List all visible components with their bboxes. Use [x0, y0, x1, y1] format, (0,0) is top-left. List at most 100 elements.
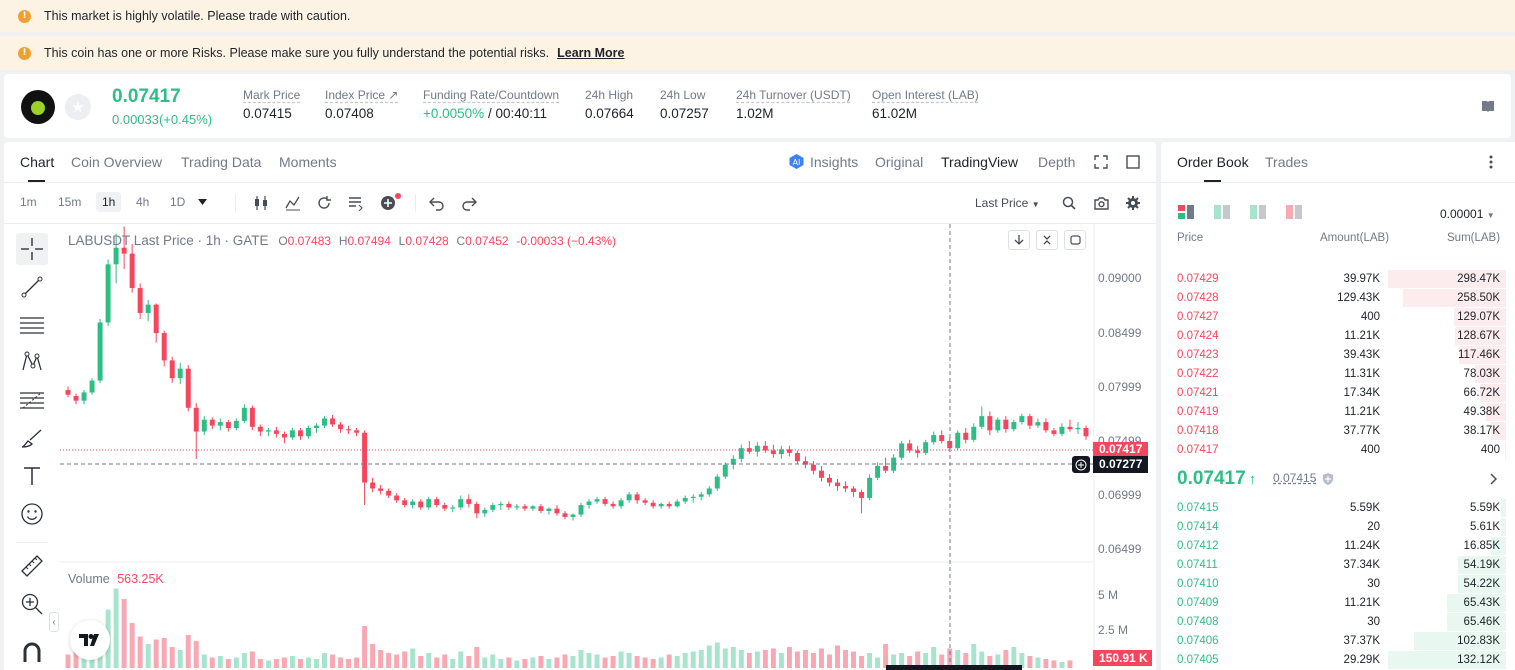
timeframe-15m[interactable]: 15m — [58, 195, 82, 209]
undo-icon[interactable] — [429, 195, 445, 211]
horizontal-lines-tool[interactable] — [16, 308, 48, 340]
view-bids-alt-icon[interactable] — [1250, 205, 1266, 219]
chevron-down-icon[interactable] — [198, 199, 207, 205]
ask-row[interactable]: 0.07418 37.77K 38.17K — [1161, 422, 1506, 441]
ask-row[interactable]: 0.07427 400 129.07K — [1161, 308, 1506, 327]
collapse-toolbar-button[interactable]: ‹ — [49, 612, 59, 632]
stat-mark-price[interactable]: Mark Price 0.07415 — [243, 88, 300, 121]
ask-row[interactable]: 0.07429 39.97K 298.47K — [1161, 270, 1506, 289]
view-depth[interactable]: Depth — [1038, 154, 1075, 170]
bid-row[interactable]: 0.07408 30 65.46K — [1161, 613, 1506, 632]
tab-moments[interactable]: Moments — [279, 154, 337, 170]
volume-bar — [289, 656, 295, 668]
view-both-icon[interactable] — [1178, 205, 1194, 219]
depth-bar — [1491, 422, 1506, 440]
timeframe-4h[interactable]: 4h — [136, 195, 150, 209]
magnet-tool[interactable] — [16, 636, 48, 668]
settings-gear-icon[interactable] — [1126, 196, 1140, 210]
trendline-tool[interactable] — [16, 271, 48, 303]
search-icon[interactable] — [1062, 196, 1076, 210]
ask-row[interactable]: 0.07422 11.31K 78.03K — [1161, 365, 1506, 384]
order-amount: 11.31K — [1344, 368, 1380, 380]
candlestick-chart[interactable] — [60, 224, 1156, 670]
pattern-tool[interactable] — [16, 346, 48, 378]
view-label: Original — [875, 154, 924, 170]
order-sum: 54.22K — [1463, 578, 1500, 590]
brush-tool[interactable] — [16, 422, 48, 454]
candle-body — [482, 509, 488, 514]
bid-row[interactable]: 0.07412 11.24K 16.85K — [1161, 537, 1506, 556]
templates-icon[interactable] — [347, 195, 363, 211]
indicators-icon[interactable] — [285, 195, 301, 211]
favorite-star-icon[interactable]: ★ — [65, 94, 91, 120]
stat-index-price[interactable]: Index Price ↗ 0.07408 — [325, 88, 398, 121]
price-type-select[interactable]: Last Price ▼ — [975, 196, 1040, 210]
tab-order-book[interactable]: Order Book — [1177, 154, 1249, 170]
refresh-icon[interactable] — [316, 195, 332, 211]
fib-tool[interactable] — [16, 384, 48, 416]
tab-chart[interactable]: Chart — [20, 154, 54, 170]
volume-bar — [378, 650, 384, 668]
bid-row[interactable]: 0.07411 37.34K 54.19K — [1161, 556, 1506, 575]
view-bids-icon[interactable] — [1214, 205, 1230, 219]
ask-row[interactable]: 0.07424 11.21K 128.67K — [1161, 327, 1506, 346]
fullscreen-button[interactable] — [1064, 230, 1086, 250]
bid-row[interactable]: 0.07410 30 54.22K — [1161, 575, 1506, 594]
chevron-right-icon[interactable] — [1490, 473, 1497, 485]
ask-row[interactable]: 0.07419 11.21K 49.38K — [1161, 403, 1506, 422]
emoji-tool[interactable] — [16, 498, 48, 530]
collapse-button[interactable] — [1036, 230, 1058, 250]
candle-body — [859, 492, 865, 498]
learn-more-link[interactable]: Learn More — [557, 46, 625, 60]
text-tool[interactable] — [16, 460, 48, 492]
view-insights[interactable]: Insights — [810, 154, 858, 170]
add-indicator-icon[interactable] — [380, 192, 404, 212]
volume-bar — [1011, 647, 1017, 668]
order-sum: 54.19K — [1463, 559, 1500, 571]
camera-icon[interactable] — [1094, 196, 1109, 210]
timeframe-1d[interactable]: 1D — [170, 195, 186, 209]
expand-icon[interactable] — [1094, 155, 1108, 169]
volume-value: 563.25K — [117, 572, 164, 586]
view-asks-icon[interactable] — [1286, 205, 1302, 219]
view-original[interactable]: Original — [875, 154, 923, 170]
mid-price[interactable]: 0.07417 ↑ — [1177, 468, 1256, 490]
bid-row[interactable]: 0.07406 37.37K 102.83K — [1161, 632, 1506, 651]
ask-row[interactable]: 0.07421 17.34K 66.72K — [1161, 384, 1506, 403]
bid-row[interactable]: 0.07414 20 5.61K — [1161, 518, 1506, 537]
precision-select[interactable]: 0.00001 ▼ — [1440, 207, 1495, 221]
volume-bar — [1003, 650, 1009, 668]
volume-bar — [770, 648, 776, 668]
ask-row[interactable]: 0.07423 39.43K 117.46K — [1161, 346, 1506, 365]
candle-body — [802, 461, 808, 465]
book-icon[interactable] — [1480, 98, 1496, 114]
volume-bar — [674, 656, 680, 668]
arrow-down-button[interactable] — [1008, 230, 1030, 250]
timeframe-1h[interactable]: 1h — [96, 192, 122, 212]
volume-bar — [217, 656, 223, 668]
crosshair-tool[interactable] — [16, 233, 48, 265]
tab-trading-data[interactable]: Trading Data — [181, 154, 261, 170]
bid-row[interactable]: 0.07409 11.21K 65.43K — [1161, 594, 1506, 613]
tab-coin-overview[interactable]: Coin Overview — [71, 154, 162, 170]
tradingview-logo[interactable] — [70, 620, 110, 660]
candles-icon[interactable] — [253, 195, 269, 211]
bid-row[interactable]: 0.07405 29.29K 132.12K — [1161, 651, 1506, 670]
zoom-tool[interactable] — [16, 588, 48, 620]
redo-icon[interactable] — [461, 195, 477, 211]
bid-row[interactable]: 0.07415 5.59K 5.59K — [1161, 499, 1506, 518]
ruler-tool[interactable] — [16, 550, 48, 582]
ask-row[interactable]: 0.07428 129.43K 258.50K — [1161, 289, 1506, 308]
candle-body — [1003, 419, 1009, 430]
ask-row[interactable]: 0.07417 400 400 — [1161, 441, 1506, 460]
add-alert-button[interactable] — [1072, 456, 1090, 473]
tab-trades[interactable]: Trades — [1265, 154, 1309, 170]
timeframe-1m[interactable]: 1m — [20, 195, 37, 209]
stat-open-interest[interactable]: Open Interest (LAB) 61.02M — [872, 88, 979, 121]
stat-funding-rate[interactable]: Funding Rate/Countdown +0.0050% / 00:40:… — [423, 88, 559, 121]
volume-axis-label: 5 M — [1098, 588, 1119, 602]
window-icon[interactable] — [1126, 155, 1140, 169]
view-tradingview[interactable]: TradingView — [941, 154, 1018, 170]
stat-24h-turnover[interactable]: 24h Turnover (USDT) 1.02M — [736, 88, 851, 121]
more-options-icon[interactable] — [1489, 155, 1493, 169]
